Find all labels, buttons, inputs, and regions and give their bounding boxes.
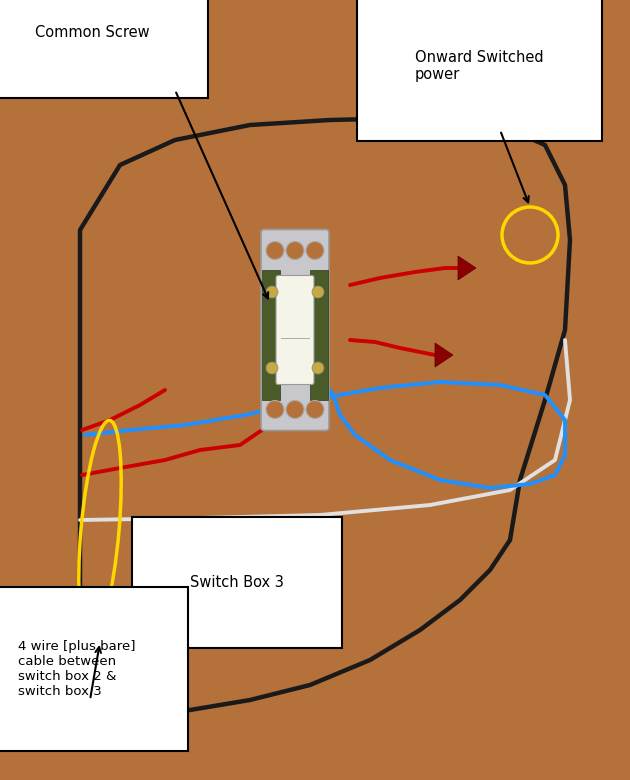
Circle shape [306,242,324,260]
Text: Switch Box 3: Switch Box 3 [190,575,284,590]
Circle shape [266,362,278,374]
Circle shape [286,400,304,419]
Circle shape [306,400,324,419]
Polygon shape [435,343,453,367]
Circle shape [266,242,284,260]
Circle shape [312,286,324,298]
FancyBboxPatch shape [261,229,329,431]
Circle shape [266,286,278,298]
Bar [310,270,328,400]
Circle shape [312,362,324,374]
Circle shape [286,242,304,260]
Text: 4 wire [plus bare]
cable between
switch box 2 &
switch box 3: 4 wire [plus bare] cable between switch … [18,640,135,698]
Polygon shape [458,256,476,280]
FancyBboxPatch shape [276,275,314,385]
Text: Common Screw: Common Screw [35,25,150,40]
Bar [262,270,280,400]
Text: Onward Switched
power: Onward Switched power [415,50,544,83]
Circle shape [266,400,284,419]
